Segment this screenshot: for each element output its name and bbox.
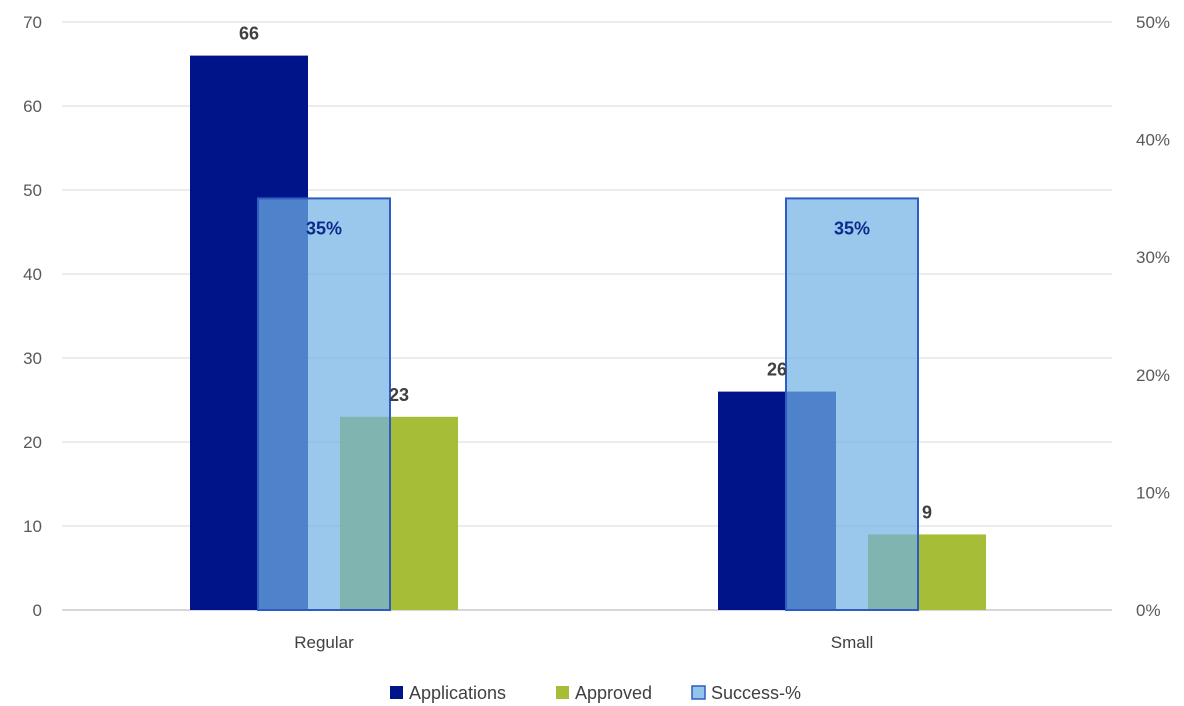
- bars: [190, 55, 986, 611]
- left-tick-label: 50: [23, 181, 42, 200]
- right-tick-label: 40%: [1136, 131, 1170, 150]
- legend: Applications Approved Success-%: [390, 683, 801, 703]
- right-tick-label: 30%: [1136, 248, 1170, 267]
- right-tick-label: 50%: [1136, 13, 1170, 32]
- data-label-approved: 9: [922, 502, 932, 522]
- left-tick-label: 30: [23, 349, 42, 368]
- right-tick-label: 0%: [1136, 601, 1161, 620]
- data-label-success: 35%: [834, 218, 870, 238]
- legend-label: Applications: [409, 683, 506, 703]
- legend-swatch: [390, 686, 403, 699]
- left-tick-label: 60: [23, 97, 42, 116]
- bar-success-small: [785, 197, 919, 611]
- data-label-applications: 66: [239, 24, 259, 44]
- legend-swatch: [691, 685, 706, 700]
- left-tick-label: 70: [23, 13, 42, 32]
- left-axis-ticks: 0 10 20 30 40 50 60 70: [23, 13, 42, 620]
- data-labels: 66 23 35% 26 9 35%: [239, 24, 932, 523]
- right-tick-label: 10%: [1136, 483, 1170, 502]
- category-label: Small: [831, 633, 874, 652]
- category-label: Regular: [294, 633, 354, 652]
- left-tick-label: 20: [23, 433, 42, 452]
- data-label-approved: 23: [389, 385, 409, 405]
- legend-label: Success-%: [711, 683, 801, 703]
- bar-success-regular: [257, 197, 391, 611]
- right-axis-ticks: 0% 10% 20% 30% 40% 50%: [1136, 13, 1170, 620]
- legend-label: Approved: [575, 683, 652, 703]
- data-label-success: 35%: [306, 218, 342, 238]
- right-tick-label: 20%: [1136, 366, 1170, 385]
- legend-swatch: [556, 686, 569, 699]
- left-tick-label: 40: [23, 265, 42, 284]
- left-tick-label: 0: [33, 601, 42, 620]
- category-labels: Regular Small: [294, 633, 873, 652]
- data-label-applications: 26: [767, 360, 787, 380]
- left-tick-label: 10: [23, 517, 42, 536]
